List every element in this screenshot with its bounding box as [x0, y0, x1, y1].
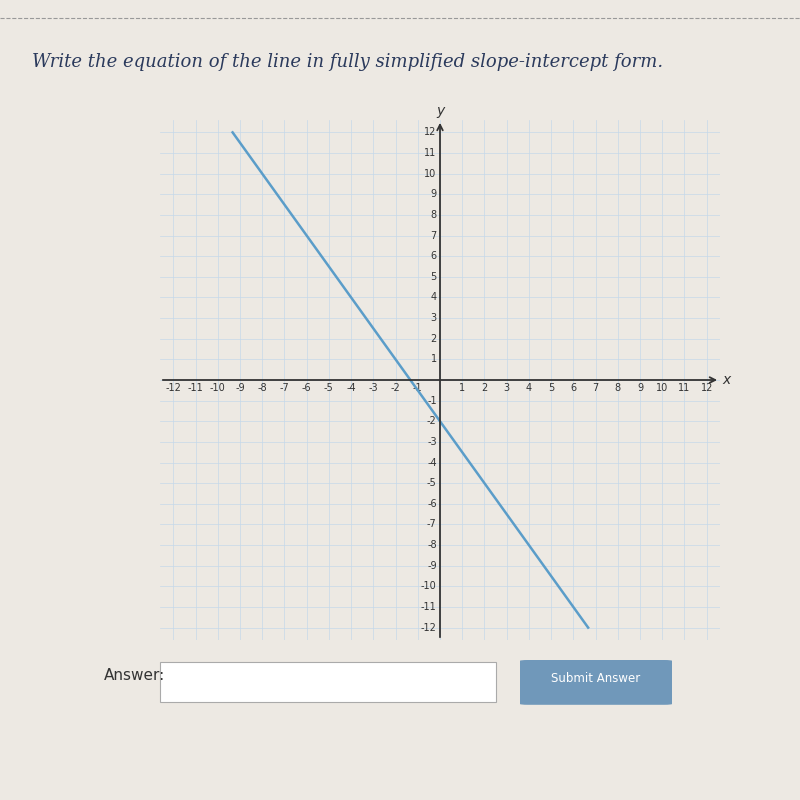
Text: -7: -7 — [427, 519, 437, 530]
Text: -11: -11 — [421, 602, 437, 612]
Text: Answer:: Answer: — [104, 669, 166, 683]
Text: 9: 9 — [637, 383, 643, 393]
Text: -10: -10 — [421, 582, 437, 591]
Text: -1: -1 — [427, 396, 437, 406]
Text: -3: -3 — [427, 437, 437, 447]
FancyBboxPatch shape — [520, 660, 672, 705]
Text: Submit Answer: Submit Answer — [551, 672, 641, 685]
Text: -9: -9 — [235, 383, 245, 393]
Text: -11: -11 — [188, 383, 203, 393]
Text: -2: -2 — [427, 416, 437, 426]
FancyBboxPatch shape — [160, 662, 496, 702]
Text: -3: -3 — [369, 383, 378, 393]
Text: 11: 11 — [425, 148, 437, 158]
Text: -10: -10 — [210, 383, 226, 393]
Text: 1: 1 — [459, 383, 466, 393]
Text: 6: 6 — [430, 251, 437, 261]
Text: -4: -4 — [427, 458, 437, 467]
Text: -4: -4 — [346, 383, 356, 393]
Text: -7: -7 — [279, 383, 290, 393]
Text: 3: 3 — [430, 313, 437, 323]
Text: -1: -1 — [413, 383, 422, 393]
Text: -5: -5 — [324, 383, 334, 393]
Text: 8: 8 — [614, 383, 621, 393]
Text: -2: -2 — [390, 383, 401, 393]
Text: 2: 2 — [482, 383, 487, 393]
Text: -12: -12 — [421, 622, 437, 633]
Text: -9: -9 — [427, 561, 437, 570]
Text: y: y — [436, 104, 444, 118]
Text: -5: -5 — [427, 478, 437, 488]
Text: 7: 7 — [430, 230, 437, 241]
Text: 8: 8 — [430, 210, 437, 220]
Text: 2: 2 — [430, 334, 437, 344]
Text: -8: -8 — [427, 540, 437, 550]
Text: 9: 9 — [430, 190, 437, 199]
Text: 11: 11 — [678, 383, 690, 393]
Text: 7: 7 — [593, 383, 598, 393]
Text: 12: 12 — [701, 383, 713, 393]
Text: 1: 1 — [430, 354, 437, 364]
Text: -12: -12 — [166, 383, 182, 393]
Text: -6: -6 — [427, 499, 437, 509]
Text: 12: 12 — [424, 127, 437, 138]
Text: 4: 4 — [526, 383, 532, 393]
Text: Write the equation of the line in fully simplified slope-intercept form.: Write the equation of the line in fully … — [32, 54, 663, 71]
Text: -6: -6 — [302, 383, 311, 393]
Text: 10: 10 — [425, 169, 437, 178]
Text: 5: 5 — [430, 272, 437, 282]
Text: x: x — [722, 373, 730, 387]
Text: 6: 6 — [570, 383, 576, 393]
Text: 10: 10 — [656, 383, 668, 393]
Text: -8: -8 — [258, 383, 267, 393]
Text: 5: 5 — [548, 383, 554, 393]
Text: 4: 4 — [430, 293, 437, 302]
Text: 3: 3 — [504, 383, 510, 393]
